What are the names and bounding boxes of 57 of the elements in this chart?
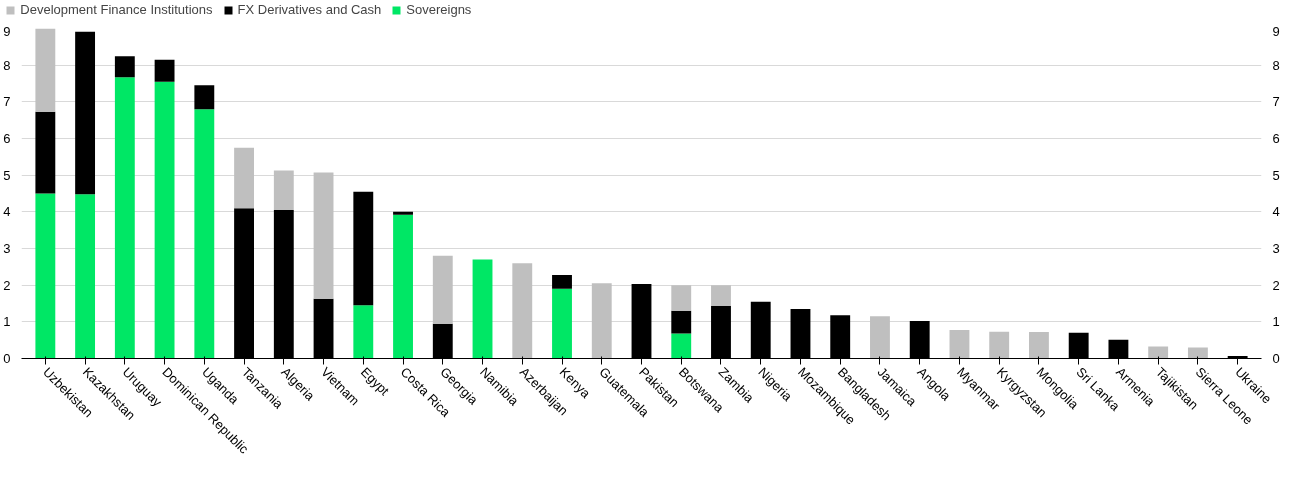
legend-label: Sovereigns bbox=[406, 2, 472, 17]
bar bbox=[472, 259, 493, 359]
y2-tick-label: 2 bbox=[1272, 277, 1280, 293]
bar bbox=[154, 81, 175, 359]
y2-tick-label: 9 bbox=[1272, 23, 1280, 39]
y2-tick-label: 6 bbox=[1272, 131, 1280, 146]
y2-tick-label: 7 bbox=[1272, 94, 1280, 110]
bar bbox=[1029, 332, 1049, 359]
bar bbox=[194, 109, 215, 359]
y2-tick-label: 8 bbox=[1272, 57, 1280, 73]
bar bbox=[989, 331, 1010, 359]
bar bbox=[154, 59, 175, 82]
bar bbox=[1148, 346, 1169, 359]
bar bbox=[75, 194, 96, 359]
bar bbox=[393, 214, 413, 359]
bar bbox=[671, 310, 692, 334]
y2-tick-label: 3 bbox=[1272, 241, 1280, 256]
bar bbox=[552, 274, 572, 289]
bar bbox=[512, 263, 533, 359]
bar bbox=[671, 285, 692, 311]
bar bbox=[234, 147, 254, 209]
y-tick-label: 1 bbox=[3, 314, 11, 330]
y-tick-label: 2 bbox=[3, 277, 11, 293]
bar bbox=[273, 170, 294, 210]
bar bbox=[313, 172, 334, 299]
legend-label: FX Derivatives and Cash bbox=[237, 2, 382, 17]
bar bbox=[35, 111, 56, 194]
y-tick-label: 4 bbox=[3, 204, 11, 220]
y-tick-label: 6 bbox=[3, 131, 11, 146]
bar bbox=[1187, 347, 1208, 359]
y-tick-label: 8 bbox=[3, 57, 11, 73]
bar bbox=[353, 191, 374, 306]
bar bbox=[552, 288, 572, 359]
bar bbox=[393, 211, 413, 215]
bar bbox=[114, 77, 135, 359]
bar bbox=[949, 329, 970, 359]
y2-tick-label: 4 bbox=[1272, 204, 1280, 220]
bar bbox=[353, 305, 374, 359]
bar bbox=[35, 28, 56, 112]
bar bbox=[114, 56, 135, 78]
y2-tick-label: 0 bbox=[1272, 351, 1280, 366]
bar bbox=[432, 255, 453, 324]
bar bbox=[75, 31, 96, 195]
y-tick-label: 0 bbox=[3, 351, 11, 366]
bar bbox=[671, 333, 692, 359]
y-tick-label: 7 bbox=[3, 94, 11, 110]
bar bbox=[870, 316, 890, 359]
y2-tick-label: 5 bbox=[1272, 167, 1280, 183]
bar bbox=[591, 283, 612, 359]
bar bbox=[194, 85, 215, 110]
y-tick-label: 5 bbox=[3, 167, 11, 183]
y2-tick-label: 1 bbox=[1272, 314, 1280, 330]
y-tick-label: 9 bbox=[3, 23, 11, 39]
bar bbox=[35, 193, 56, 359]
y-tick-label: 3 bbox=[3, 241, 11, 256]
legend-label: Development Finance Institutions bbox=[20, 2, 213, 17]
bar bbox=[711, 285, 731, 307]
